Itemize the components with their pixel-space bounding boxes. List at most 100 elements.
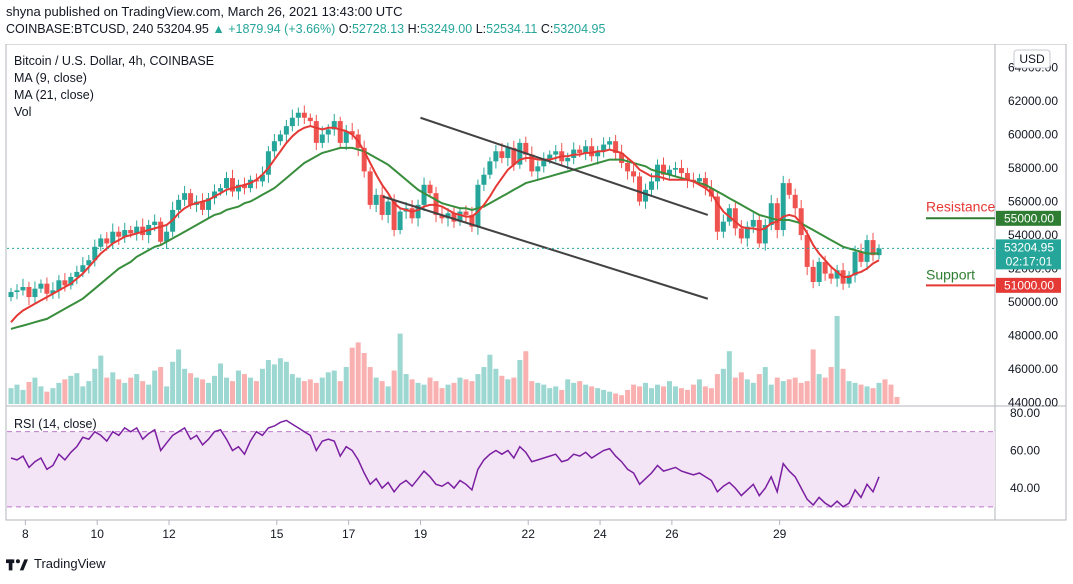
volume-bar xyxy=(385,386,391,404)
candle xyxy=(182,185,188,207)
volume-bar xyxy=(140,381,146,404)
candle xyxy=(684,167,690,188)
candle xyxy=(846,271,852,288)
volume-bar xyxy=(182,368,188,404)
currency-button[interactable]: USD xyxy=(1013,49,1051,69)
volume-bar xyxy=(583,384,589,404)
candle xyxy=(134,220,140,241)
candle-body xyxy=(714,196,720,232)
candle-body xyxy=(116,231,122,237)
candle xyxy=(762,218,768,251)
candle xyxy=(122,222,128,243)
candle-body xyxy=(828,273,834,279)
candle xyxy=(732,202,738,236)
candle-body xyxy=(367,171,373,205)
volume-bar xyxy=(493,368,499,404)
volume-bar xyxy=(876,382,882,404)
candle xyxy=(756,215,762,248)
candle-body xyxy=(331,121,337,130)
volume-bar xyxy=(343,367,349,404)
volume-bar xyxy=(798,382,804,404)
volume-bar xyxy=(720,368,726,404)
volume-bar xyxy=(553,386,559,404)
volume-bar xyxy=(74,373,80,404)
last-price-tag: 53204.95 02:17:01 xyxy=(996,239,1061,270)
candle-body xyxy=(218,188,224,192)
candle xyxy=(571,142,577,165)
candle-body xyxy=(176,199,182,210)
price-tick-label: 46000.00 xyxy=(1008,362,1058,376)
candle-body xyxy=(792,194,798,209)
candle xyxy=(295,107,301,126)
candle xyxy=(277,130,283,146)
volume-bar xyxy=(738,372,744,404)
volume-bar xyxy=(882,379,888,404)
candle xyxy=(379,186,385,221)
candle-body xyxy=(541,159,547,167)
volume-bar xyxy=(708,388,714,404)
candle-body xyxy=(529,154,535,172)
candle-body xyxy=(74,271,80,277)
time-tick-label: 8 xyxy=(22,527,29,541)
candle-body xyxy=(319,134,325,143)
candle-body xyxy=(768,203,774,225)
volume-bar xyxy=(206,382,212,404)
volume-bar xyxy=(888,384,894,404)
candle-body xyxy=(104,238,110,244)
candle-body xyxy=(373,194,379,205)
candle xyxy=(774,198,780,239)
candle-body xyxy=(427,184,433,194)
volume-bar xyxy=(511,377,517,404)
support-price-tag xyxy=(996,277,1061,293)
volume-bar xyxy=(822,377,828,404)
volume-bar xyxy=(565,379,571,404)
legend-ma9: MA (9, close) xyxy=(14,71,87,85)
footer-brand: TradingView xyxy=(34,556,106,571)
candle-body xyxy=(607,141,613,145)
candle xyxy=(589,138,595,162)
candle-body xyxy=(38,283,44,289)
candle xyxy=(457,207,463,226)
volume-bar xyxy=(672,386,678,404)
candle xyxy=(541,152,547,173)
candle-body xyxy=(684,173,690,180)
candle-body xyxy=(212,191,218,199)
price-axis: 44000.0046000.0048000.0050000.0052000.00… xyxy=(1008,60,1058,409)
candle-body xyxy=(499,151,505,158)
candle-body xyxy=(493,151,499,162)
close-label: C: xyxy=(540,22,554,36)
candle-body xyxy=(649,181,655,190)
candle-body xyxy=(804,235,810,267)
candle-body xyxy=(475,184,481,227)
open-value: 52728.13 xyxy=(351,22,405,36)
volume-bar xyxy=(128,377,134,404)
volume-bar xyxy=(828,367,834,404)
candle xyxy=(493,145,499,169)
volume-bar xyxy=(475,374,481,404)
volume-bar xyxy=(271,364,277,404)
candle xyxy=(792,188,798,216)
volume-bar xyxy=(379,381,385,404)
volume-bar xyxy=(792,377,798,404)
candle-body xyxy=(798,208,804,236)
candle-body xyxy=(182,193,188,200)
candle-body xyxy=(164,231,170,242)
candle xyxy=(517,138,523,169)
candle-body xyxy=(738,228,744,239)
candle xyxy=(241,177,247,195)
candle-body xyxy=(780,183,786,231)
high-value: 53249.00 xyxy=(420,22,473,36)
volume-bar xyxy=(649,388,655,404)
candle xyxy=(637,172,643,206)
candle-body xyxy=(391,201,397,231)
candle xyxy=(858,243,864,268)
candle xyxy=(655,159,661,190)
time-tick-label: 17 xyxy=(342,527,356,541)
volume-bar xyxy=(702,386,708,404)
candle-body xyxy=(259,174,265,182)
candle-body xyxy=(451,213,457,222)
candle-body xyxy=(834,270,840,279)
price-chart[interactable]: 44000.0046000.0048000.0050000.0052000.00… xyxy=(0,44,1073,556)
candle-body xyxy=(349,131,355,135)
volume-bar xyxy=(409,379,415,404)
